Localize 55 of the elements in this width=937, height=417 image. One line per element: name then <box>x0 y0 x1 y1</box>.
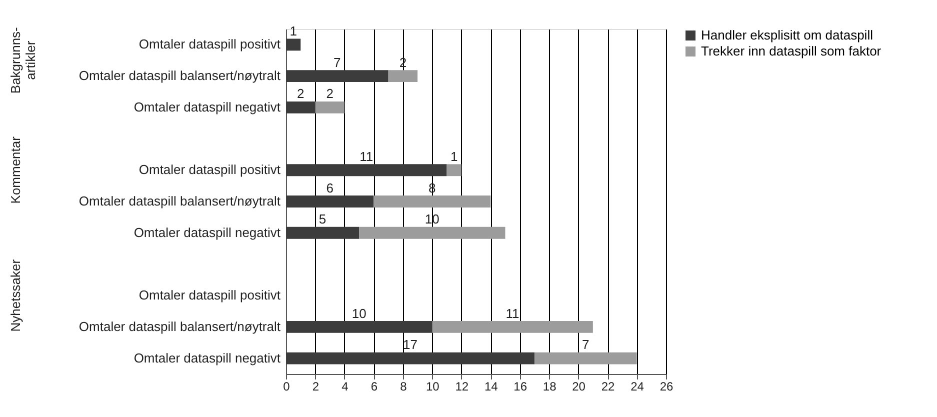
bar <box>388 70 418 82</box>
bar <box>446 164 462 176</box>
y-tick-label: Omtaler dataspill negativt <box>134 224 281 240</box>
x-tick-label: 2 <box>312 380 320 394</box>
bar <box>286 70 388 82</box>
y-tick-label: Omtaler dataspill balansert/nøytralt <box>78 68 281 84</box>
x-tick-label: 6 <box>370 380 378 394</box>
bar <box>286 38 301 51</box>
data-label: 6 <box>326 180 334 196</box>
x-tick-label: 20 <box>572 380 586 394</box>
data-label: 17 <box>402 337 418 352</box>
text: Kommentar <box>8 136 23 204</box>
x-tick-label: 22 <box>601 380 616 394</box>
x-tick-label: 4 <box>342 380 349 394</box>
bar <box>359 226 506 239</box>
data-label: 11 <box>506 306 520 321</box>
x-tick-label: 8 <box>400 380 408 394</box>
x-tick-label: 12 <box>455 380 469 394</box>
x-tick-label: 10 <box>426 380 440 394</box>
y-tick-label: Omtaler dataspill negativt <box>134 99 281 114</box>
y-tick-label: Omtaler dataspill positivt <box>138 288 281 303</box>
y-tick-label: Omtaler dataspill negativt <box>134 350 281 366</box>
bar <box>286 164 447 176</box>
bar <box>286 101 316 114</box>
data-label: 10 <box>352 306 366 321</box>
bar <box>315 101 344 114</box>
x-tick-label: 0 <box>283 380 290 394</box>
data-label: 7 <box>582 337 590 352</box>
bar <box>286 320 432 333</box>
data-label: 7 <box>334 54 341 70</box>
x-tick-label: 26 <box>660 380 674 394</box>
data-label: 1 <box>450 148 458 164</box>
y-tick-label: Omtaler dataspill positivt <box>138 162 281 178</box>
legend-label: Trekker inn dataspill som faktor <box>701 44 882 58</box>
data-label: 1 <box>290 24 297 39</box>
data-label: 2 <box>297 86 304 102</box>
bar <box>286 352 534 364</box>
bar <box>286 196 374 208</box>
data-label: 11 <box>360 148 374 164</box>
bar <box>534 352 637 364</box>
bar <box>286 226 360 239</box>
data-label: 5 <box>318 212 326 227</box>
y-tick-label: Omtaler dataspill balansert/nøytralt <box>78 194 281 208</box>
bar <box>374 196 491 208</box>
y-tick-label: Omtaler dataspill balansert/nøytralt <box>78 318 281 334</box>
text: Bakgrunns-artikler <box>8 27 38 94</box>
x-tick-label: 16 <box>514 380 528 394</box>
x-tick-label: 14 <box>484 380 498 394</box>
y-tick-label: Omtaler dataspill positivt <box>138 36 281 52</box>
text: Nyhetssaker <box>8 258 23 332</box>
x-tick-label: 24 <box>630 380 644 394</box>
data-label: 2 <box>326 86 334 102</box>
legend-label: Handler eksplisitt om dataspill <box>701 28 874 42</box>
bar <box>432 320 593 333</box>
x-tick-label: 18 <box>542 380 557 394</box>
